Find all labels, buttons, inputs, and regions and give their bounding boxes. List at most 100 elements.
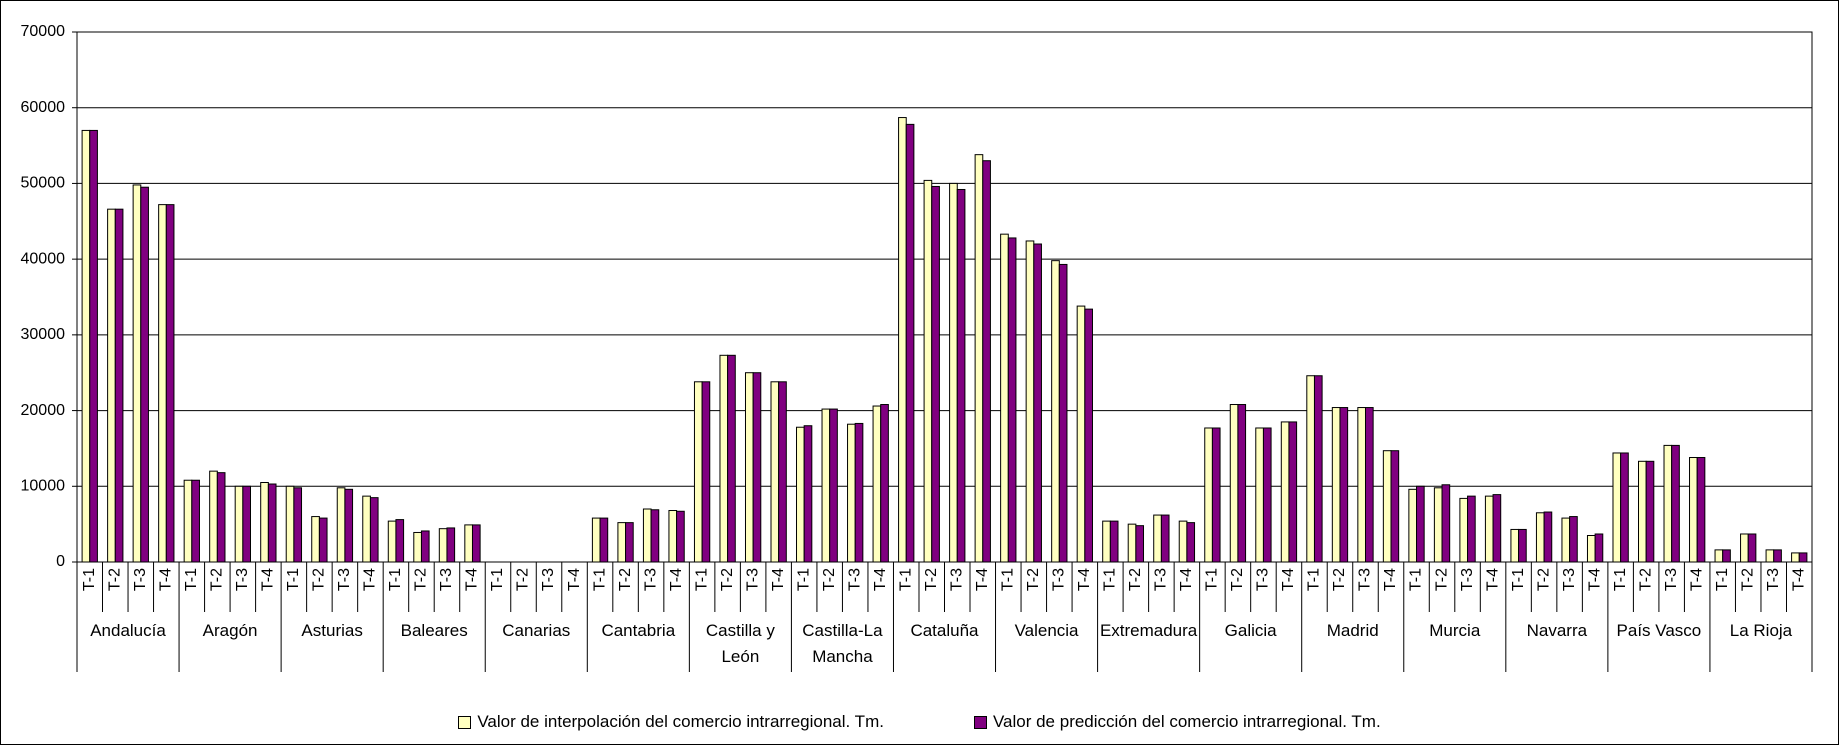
bar (829, 408, 838, 563)
bar (1153, 514, 1162, 563)
y-tick-label: 60000 (21, 99, 66, 116)
bar (982, 160, 991, 563)
x-tick-label: T-1 (183, 568, 200, 591)
bar (1561, 517, 1571, 563)
bar (872, 405, 882, 563)
x-tick-label: T-2 (1535, 568, 1552, 591)
x-tick-label: T-2 (1637, 568, 1654, 591)
bar (1109, 520, 1119, 563)
bar (778, 381, 787, 563)
bar (803, 425, 813, 563)
bar (1740, 533, 1749, 563)
x-tick-label: T-3 (132, 568, 149, 591)
x-tick-label: T-2 (923, 568, 940, 591)
bar (752, 372, 762, 563)
bar (140, 186, 149, 563)
bar (1645, 460, 1655, 563)
y-tick-label: 0 (56, 553, 65, 570)
x-tick-label: T-3 (1255, 568, 1272, 591)
x-tick-label: T-3 (336, 568, 353, 591)
x-tick-label: T-1 (1204, 568, 1221, 591)
bar (1467, 495, 1476, 563)
bar (880, 404, 889, 563)
x-tick-label: T-4 (1484, 568, 1501, 591)
bar (1255, 427, 1264, 563)
bar (923, 179, 933, 563)
bar (267, 483, 277, 563)
bar (719, 354, 729, 563)
bar (165, 204, 175, 563)
bar (1357, 407, 1366, 563)
bar (1033, 243, 1042, 563)
bar (1714, 549, 1724, 563)
bar (1747, 533, 1757, 563)
group-label: País Vasco (1616, 621, 1702, 640)
bar (1288, 421, 1298, 563)
bar (1773, 549, 1782, 563)
legend-label: Valor de predicción del comercio intrarr… (992, 712, 1381, 731)
bar (132, 184, 142, 563)
x-tick-label: T-2 (106, 568, 123, 591)
bar (1135, 525, 1145, 563)
x-tick-label: T-3 (1663, 568, 1680, 591)
bar (1058, 263, 1068, 563)
bar (1084, 308, 1093, 563)
bar (854, 422, 864, 563)
bar (1765, 549, 1775, 563)
bar (395, 519, 405, 563)
bar (591, 517, 601, 563)
bar (1791, 552, 1800, 563)
bar (114, 208, 124, 563)
x-tick-label: T-1 (1102, 568, 1119, 591)
bar (796, 426, 805, 563)
bar (1390, 450, 1400, 563)
bar (1313, 375, 1323, 563)
x-tick-label: T-1 (693, 568, 710, 591)
group-label: La Rioja (1729, 621, 1793, 640)
x-tick-label: T-4 (1076, 568, 1093, 591)
group-label: Aragón (202, 621, 258, 640)
x-tick-label: T-2 (719, 568, 736, 591)
bar (464, 524, 473, 563)
bar (617, 522, 627, 563)
bar (471, 524, 481, 563)
bar (81, 129, 91, 563)
x-tick-label: T-1 (795, 568, 812, 591)
bar (1416, 485, 1425, 563)
x-tick-label: T-3 (846, 568, 863, 591)
bar (1102, 520, 1111, 563)
bar (1612, 452, 1622, 563)
bar (668, 510, 678, 563)
bar (898, 117, 907, 563)
group-label: Cataluña (910, 621, 979, 640)
x-tick-label: T-2 (821, 568, 838, 591)
x-tick-label: T-2 (1433, 568, 1450, 591)
x-tick-label: T-1 (81, 568, 98, 591)
x-tick-label: T-4 (1280, 568, 1297, 591)
bar (1543, 511, 1553, 563)
bar (1671, 444, 1680, 563)
bar (1510, 528, 1520, 563)
legend-swatch (973, 715, 987, 729)
x-tick-label: T-4 (770, 568, 787, 591)
bar (242, 485, 251, 563)
x-tick-label: T-4 (464, 568, 481, 591)
group-label: Baleares (400, 621, 468, 640)
bar (1178, 520, 1188, 563)
bar (446, 527, 456, 563)
bar (183, 479, 193, 563)
x-tick-label: T-3 (1153, 568, 1170, 591)
bar (1663, 444, 1673, 563)
bar (387, 520, 397, 563)
bar (625, 522, 634, 563)
bar (1586, 535, 1596, 563)
bar (1441, 484, 1451, 563)
bar (318, 517, 328, 563)
group-label: Extremadura (1099, 621, 1198, 640)
x-tick-label: T-4 (566, 568, 583, 591)
x-tick-label: T-4 (158, 568, 175, 591)
bar (1696, 457, 1706, 563)
bar (956, 188, 966, 563)
group-label: Asturias (301, 621, 363, 640)
